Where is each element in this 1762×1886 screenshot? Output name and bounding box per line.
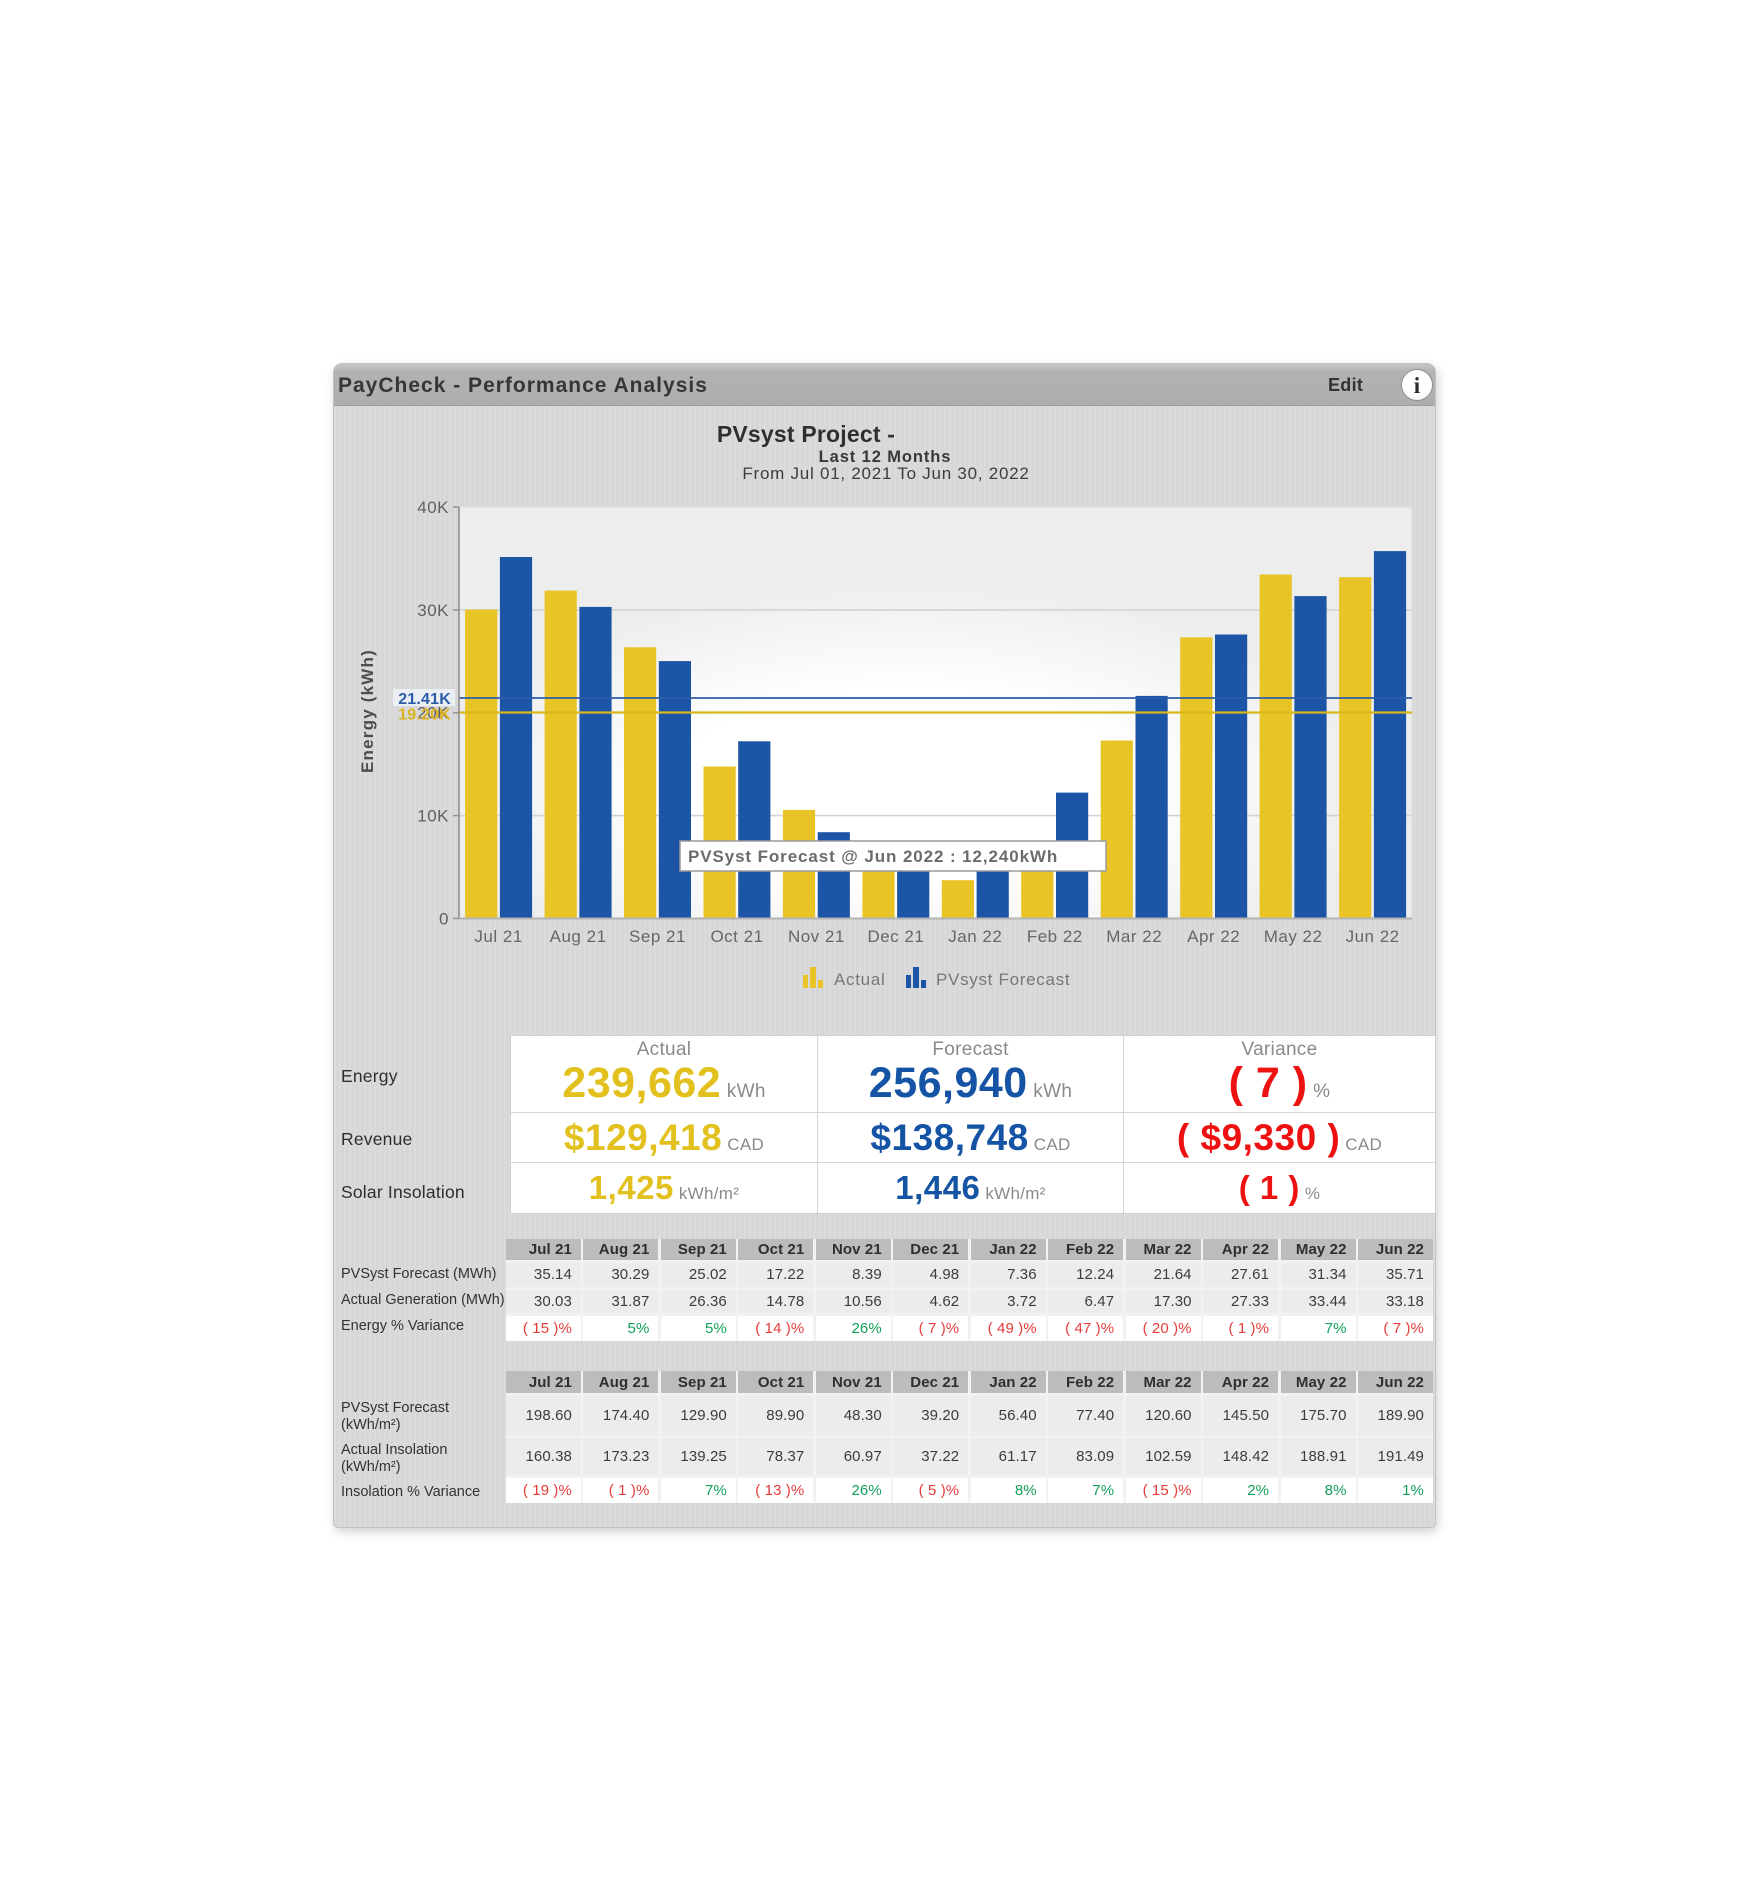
svg-text:Nov 21: Nov 21: [788, 927, 845, 946]
svg-text:From Jul 01, 2021 To Jun 30, 2: From Jul 01, 2021 To Jun 30, 2022: [742, 464, 1029, 483]
svg-text:Jul 21: Jul 21: [474, 927, 522, 946]
svg-text:Oct 21: Oct 21: [710, 927, 763, 946]
svg-text:Jun 22: Jun 22: [1346, 927, 1400, 946]
svg-text:Aug 21: Aug 21: [550, 927, 607, 946]
svg-text:20K: 20K: [417, 704, 449, 723]
svg-text:PVsyst Forecast: PVsyst Forecast: [936, 970, 1070, 989]
svg-text:Last 12 Months: Last 12 Months: [819, 448, 952, 466]
svg-text:0: 0: [439, 910, 449, 929]
svg-text:Feb 22: Feb 22: [1027, 927, 1083, 946]
svg-text:10K: 10K: [417, 807, 449, 826]
svg-text:40K: 40K: [417, 498, 449, 517]
svg-text:Dec 21: Dec 21: [867, 927, 924, 946]
svg-text:Jan 22: Jan 22: [948, 927, 1002, 946]
svg-text:21.41K: 21.41K: [398, 691, 451, 708]
svg-text:Mar 22: Mar 22: [1106, 927, 1162, 946]
svg-text:19.20K: 19.20K: [398, 707, 451, 724]
svg-text:Energy (kWh): Energy (kWh): [358, 649, 377, 773]
svg-text:PVsyst Project -: PVsyst Project -: [717, 421, 895, 447]
svg-text:30K: 30K: [417, 601, 449, 620]
svg-text:Actual: Actual: [834, 970, 885, 989]
svg-text:May 22: May 22: [1264, 927, 1323, 946]
svg-text:PVSyst Forecast @ Jun 2022 : 1: PVSyst Forecast @ Jun 2022 : 12,240kWh: [688, 847, 1058, 866]
svg-text:Sep 21: Sep 21: [629, 927, 686, 946]
svg-text:Apr 22: Apr 22: [1187, 927, 1240, 946]
